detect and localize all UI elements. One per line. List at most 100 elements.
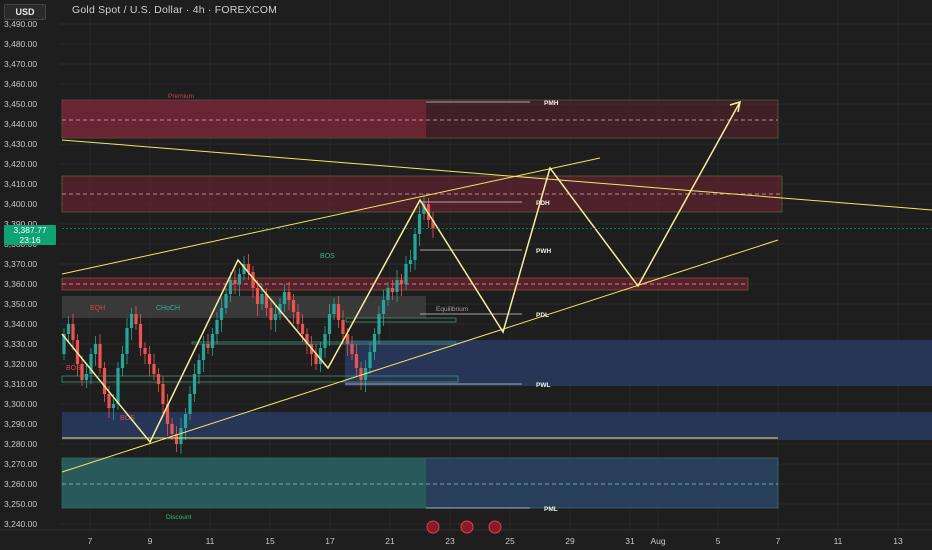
candle-body — [71, 324, 75, 340]
time-tick-label: 9 — [148, 536, 153, 546]
candle-body — [84, 374, 89, 380]
candle-body — [399, 280, 404, 284]
candle-body — [143, 348, 147, 354]
candle-body — [138, 324, 143, 348]
candle-body — [228, 280, 233, 294]
zone-layer — [61, 99, 932, 509]
current-price-tag: 3,387.77 23:16 — [4, 225, 56, 245]
time-axis-bg — [0, 530, 932, 550]
time-tick-label: 11 — [206, 536, 215, 546]
price-tick-label: 3,260.00 — [4, 479, 37, 489]
level-label: PDH — [536, 200, 550, 207]
time-tick-label: 7 — [88, 536, 93, 546]
candle-body — [80, 364, 84, 380]
candle-body — [350, 344, 354, 354]
level-label: PML — [544, 506, 558, 513]
candle-body — [381, 300, 386, 314]
candle-body — [336, 304, 341, 320]
candle-body — [93, 344, 98, 354]
time-tick-label: 7 — [776, 536, 781, 546]
candle-body — [413, 234, 417, 260]
candle-body — [314, 354, 318, 364]
price-tick-label: 3,300.00 — [4, 399, 37, 409]
overlay-layer: PMH PDH PWH PDL PWL PML Premium Discount Equilib… — [61, 93, 932, 521]
premium-zone-left — [62, 100, 426, 138]
event-icon — [488, 520, 502, 534]
candle-body — [224, 294, 228, 308]
price-tick-label: 3,490.00 — [4, 19, 37, 29]
chart-title: Gold Spot / U.S. Dollar · 4h · FOREXCOM — [72, 4, 278, 16]
candle-body — [215, 320, 219, 334]
candle-body — [120, 354, 125, 368]
candle-countdown: 23:16 — [19, 235, 41, 245]
candle-body — [170, 424, 174, 434]
time-tick-label: 31 — [625, 536, 635, 546]
time-tick-label: Aug — [650, 536, 665, 546]
candle-body — [251, 272, 255, 288]
price-tick-label: 3,390.00 — [4, 219, 37, 229]
discount-zone-mid — [62, 412, 932, 440]
candle-body — [129, 314, 134, 328]
price-tick-label: 3,240.00 — [4, 519, 37, 529]
price-tick-label: 3,410.00 — [4, 179, 37, 189]
candle-body — [237, 274, 242, 284]
candle-body — [219, 308, 224, 320]
equilibrium-zone — [62, 296, 426, 318]
candle-body — [152, 364, 156, 374]
candle-body — [269, 308, 273, 320]
price-tick-label: 3,310.00 — [4, 379, 37, 389]
candle-body — [372, 334, 377, 352]
candle-body — [282, 292, 287, 304]
zone-label: Equilibrium — [436, 306, 468, 313]
price-tick-label: 3,320.00 — [4, 359, 37, 369]
price-tick-label: 3,270.00 — [4, 459, 37, 469]
candle-body — [246, 264, 251, 272]
price-tick-label: 3,340.00 — [4, 319, 37, 329]
candle-body — [233, 280, 237, 284]
candle-body — [327, 314, 332, 334]
candle-body — [188, 394, 192, 414]
structure-label: CHoCH — [156, 305, 180, 312]
candle-body — [332, 304, 336, 314]
price-tick-label: 3,280.00 — [4, 439, 37, 449]
time-tick-label: 13 — [893, 536, 903, 546]
candle-body — [107, 394, 111, 408]
candle-body — [287, 292, 291, 300]
price-tick-label: 3,370.00 — [4, 259, 37, 269]
candle-body — [206, 344, 210, 348]
zone-label: Discount — [166, 514, 191, 521]
price-tick-label: 3,350.00 — [4, 299, 37, 309]
fvg-box — [61, 375, 459, 383]
candle-body — [305, 334, 309, 344]
candle-body — [165, 404, 170, 424]
candle-body — [111, 404, 116, 408]
price-tick-label: 3,330.00 — [4, 339, 37, 349]
fvg-box — [191, 341, 457, 345]
candle-body — [102, 368, 107, 394]
event-icon — [460, 520, 474, 534]
time-tick-label: 25 — [505, 536, 515, 546]
time-tick-label: 5 — [716, 536, 721, 546]
candle-body — [183, 414, 188, 428]
time-tick-label: 17 — [325, 536, 335, 546]
candle-body — [255, 288, 260, 304]
time-tick-label: 15 — [265, 536, 275, 546]
level-label: PMH — [544, 100, 559, 107]
candle-body — [404, 264, 408, 284]
time-axis: 7 9 11 15 17 21 23 25 29 31 Aug 5 7 11 13 — [0, 520, 932, 550]
price-tick-label: 3,430.00 — [4, 139, 37, 149]
candle-body — [62, 334, 66, 354]
discount-zone-upper — [345, 340, 932, 386]
candle-body — [201, 344, 206, 360]
candle-body — [125, 328, 129, 354]
candle-body — [377, 314, 381, 334]
currency-button[interactable]: USD — [4, 4, 46, 20]
event-icon — [426, 520, 440, 534]
candle-body — [390, 288, 395, 292]
candle-body — [264, 294, 269, 308]
price-tick-label: 3,250.00 — [4, 499, 37, 509]
price-tick-label: 3,450.00 — [4, 99, 37, 109]
candle-body — [323, 334, 327, 348]
candle-body — [291, 300, 296, 312]
